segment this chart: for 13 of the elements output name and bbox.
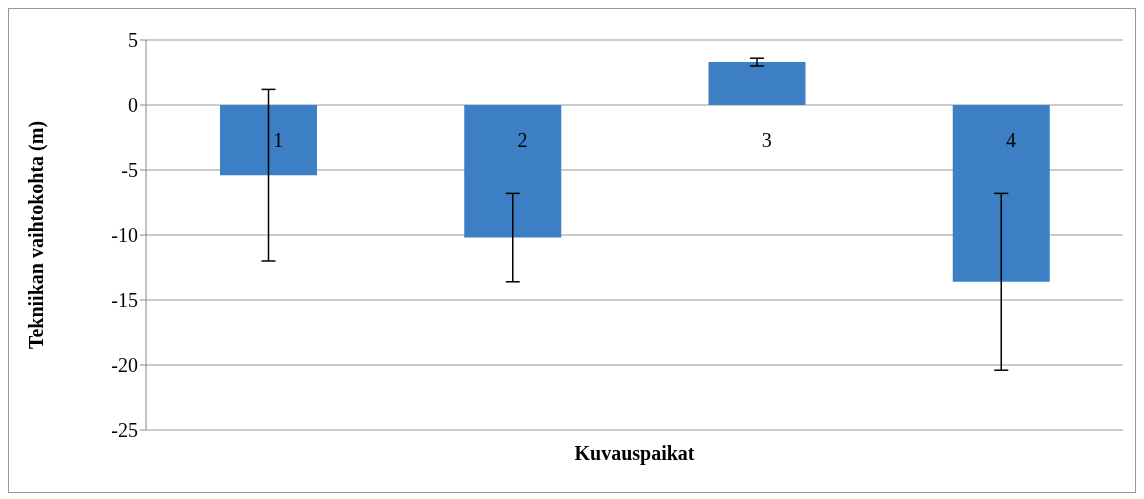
y-tick-label: -15 — [111, 289, 138, 312]
x-tick-label: 1 — [273, 129, 284, 151]
y-tick-label: -25 — [111, 419, 138, 442]
y-tick-label: 5 — [128, 29, 138, 52]
y-tick-label: -5 — [121, 159, 138, 182]
x-tick-label: 4 — [1005, 129, 1016, 151]
y-tick-label: 0 — [128, 94, 138, 117]
x-tick-label: 2 — [517, 129, 528, 151]
x-tick-label: 3 — [761, 129, 772, 151]
y-tick-label: -20 — [111, 354, 138, 377]
x-axis-title: Kuvauspaikat — [574, 442, 695, 465]
y-tick-label: -10 — [111, 224, 138, 247]
y-axis-title: Tekniikan vaihtokohta (m) — [25, 120, 49, 350]
